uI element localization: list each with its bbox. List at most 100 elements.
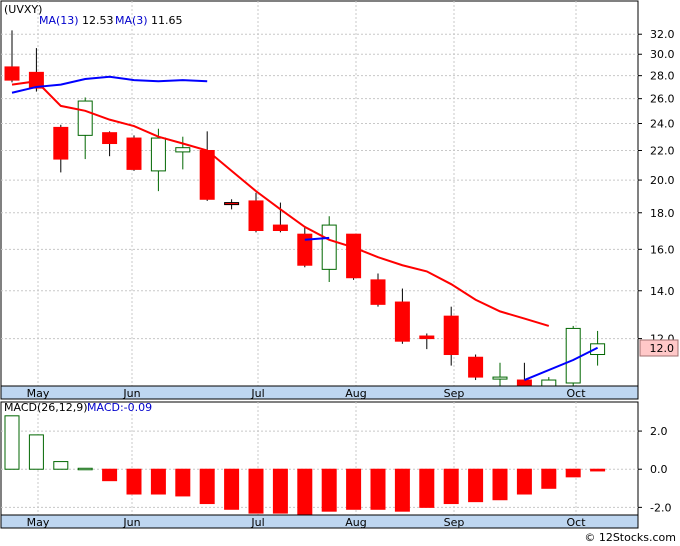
candle-body — [77, 100, 93, 136]
macd-panel — [0, 401, 639, 529]
price-month-label: Sep — [444, 387, 465, 400]
candle — [370, 273, 386, 307]
candle-body — [443, 315, 459, 356]
price-tick-label: 24.0 — [650, 117, 675, 130]
candle — [272, 202, 288, 233]
candle — [248, 192, 264, 233]
price-tick-label: 20.0 — [650, 174, 675, 187]
macd-y-axis: 2.0 0.0 -2.0 — [638, 425, 671, 514]
macd-value-label: MACD:-0.09 — [87, 401, 152, 414]
macd-bar — [77, 467, 93, 471]
macd-bar — [199, 468, 215, 505]
macd-bar — [370, 468, 386, 510]
candle-body — [199, 149, 215, 200]
candle — [419, 333, 435, 350]
macd-bar — [565, 468, 581, 478]
candle-body — [590, 343, 606, 356]
candle-body — [248, 200, 264, 232]
macd-bar — [272, 468, 288, 514]
macd-bar — [346, 468, 362, 510]
price-tick-label: 30.0 — [650, 48, 675, 61]
price-tick-label: 22.0 — [650, 144, 675, 157]
macd-bar — [419, 468, 435, 508]
price-tick-label: 14.0 — [650, 285, 675, 298]
ma3-legend-label: MA(3) — [115, 14, 148, 27]
candle — [4, 30, 20, 83]
candle-body — [541, 379, 557, 387]
candle-body — [394, 301, 410, 342]
macd-params-label: MACD(26,12,9) — [4, 401, 88, 414]
symbol-label: (UVXY) — [4, 3, 42, 16]
macd-month-label: Aug — [345, 516, 366, 529]
candle-body — [516, 379, 532, 387]
candle — [443, 306, 459, 366]
macd-tick-label: -2.0 — [650, 501, 671, 514]
macd-bar — [468, 468, 484, 503]
macd-tick-label: 0.0 — [650, 463, 668, 476]
candle — [321, 216, 337, 283]
price-tick-label: 32.0 — [650, 28, 675, 41]
macd-bar — [248, 468, 264, 514]
candle — [150, 128, 166, 192]
candle-body — [102, 132, 118, 145]
candle-body — [346, 233, 362, 279]
macd-tick-label: 2.0 — [650, 425, 668, 438]
ma3-legend-value: 11.65 — [151, 14, 183, 27]
ma3-line — [11, 75, 599, 381]
ma13-line — [11, 80, 550, 327]
candle — [297, 226, 313, 268]
macd-bar — [394, 468, 410, 512]
macd-month-label: Jul — [250, 516, 264, 529]
price-x-axis: May Jun Jul Aug Sep Oct — [27, 387, 587, 400]
macd-bar — [175, 468, 191, 497]
candle — [468, 354, 484, 381]
price-x-axis-band — [0, 385, 639, 400]
ma3-segment — [524, 346, 599, 381]
macd-x-axis-band — [0, 514, 639, 529]
candle-body — [126, 137, 142, 170]
macd-bar — [492, 468, 508, 501]
macd-bar — [516, 468, 532, 495]
price-month-label: Oct — [566, 387, 586, 400]
macd-month-label: Sep — [444, 516, 465, 529]
candle-body — [53, 126, 69, 160]
price-tick-label: 16.0 — [650, 243, 675, 256]
price-month-label: Aug — [345, 387, 366, 400]
macd-bar — [443, 468, 459, 505]
candle — [565, 325, 581, 386]
macd-x-axis: May Jun Jul Aug Sep Oct — [27, 516, 587, 529]
price-month-label: Jul — [250, 387, 264, 400]
macd-bar — [541, 468, 557, 489]
candle — [346, 233, 362, 280]
price-tick-label: 26.0 — [650, 93, 675, 106]
macd-bar — [28, 434, 44, 470]
candle-body — [224, 202, 240, 206]
macd-bar — [150, 468, 166, 495]
last-price-tag — [639, 339, 679, 357]
macd-bars — [4, 415, 606, 516]
candle — [175, 136, 191, 170]
ma3-segment — [11, 75, 208, 94]
macd-bar — [126, 468, 142, 495]
macd-month-label: Jun — [122, 516, 140, 529]
price-month-label: May — [27, 387, 50, 400]
candle — [102, 131, 118, 157]
price-panel — [0, 0, 639, 400]
macd-month-label: Oct — [566, 516, 586, 529]
ma13-legend-label: MA(13) — [39, 14, 79, 27]
macd-month-label: May — [27, 516, 50, 529]
ma13-legend-value: 12.53 — [82, 14, 114, 27]
price-tick-label: 28.0 — [650, 70, 675, 83]
price-tick-label: 18.0 — [650, 207, 675, 220]
last-price-value: 12.0 — [650, 342, 675, 355]
candle — [492, 362, 508, 386]
candle-body — [4, 66, 20, 81]
candle-body — [297, 233, 313, 266]
price-y-axis: 32.0 30.0 28.0 26.0 24.0 22.0 20.0 18.0 16.0 14.0… — [638, 28, 675, 346]
macd-bar — [224, 468, 240, 510]
candle-body — [272, 224, 288, 232]
candle-body — [370, 279, 386, 305]
candle-body — [419, 335, 435, 340]
candle-body — [492, 376, 508, 380]
